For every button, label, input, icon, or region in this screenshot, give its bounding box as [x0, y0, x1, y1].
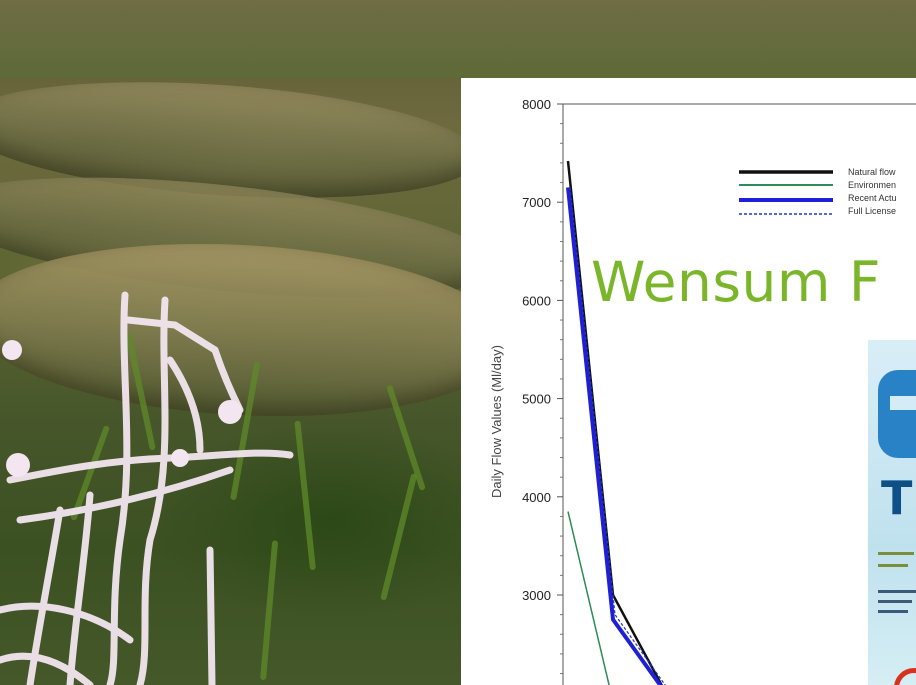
chart-series	[566, 160, 666, 685]
y-tick-label: 6000	[522, 293, 551, 308]
flow-chart-panel: 8000 7000 6000 5000 4000 3000 Daily Flow Valu…	[461, 78, 916, 685]
legend-label-natural-flow: Natural flow	[848, 167, 896, 177]
y-axis-label: Daily Flow Values (Ml/day)	[489, 345, 504, 498]
y-tick-label: 3000	[522, 588, 551, 603]
y-axis-ticks: 8000 7000 6000 5000 4000 3000	[522, 97, 563, 675]
slide-title: Wensum F	[591, 250, 882, 314]
legend-label-recent-actual: Recent Actu	[848, 193, 897, 203]
leaflet-thumbnail: T	[868, 340, 916, 685]
leaflet-logo-shape	[878, 370, 916, 458]
y-tick-label: 8000	[522, 97, 551, 112]
series-line-environmen	[567, 511, 610, 685]
leaflet-text-line	[878, 600, 912, 603]
y-tick-label: 4000	[522, 490, 551, 505]
photo-top-weeds	[0, 0, 916, 78]
y-tick-label: 7000	[522, 195, 551, 210]
legend-label-full-licensed: Full License	[848, 206, 896, 216]
leaflet-text-line	[878, 610, 908, 613]
flow-chart: 8000 7000 6000 5000 4000 3000 Daily Flow Valu…	[489, 97, 916, 685]
leaflet-text-line	[878, 564, 908, 567]
series-line-natural-flow	[566, 160, 663, 685]
legend-label-environmental: Environmen	[848, 180, 896, 190]
leaflet-text-line	[878, 552, 914, 555]
y-tick-label: 5000	[522, 392, 551, 407]
white-rope-netting	[0, 291, 294, 685]
waterweed	[380, 473, 418, 601]
series-line-recent-actu	[566, 187, 663, 685]
leaflet-red-emblem	[894, 668, 916, 685]
leaflet-text-line	[878, 590, 916, 593]
chart-legend: Natural flow Environmen Recent Actu Full…	[739, 167, 897, 216]
leaflet-heading-letter: T	[881, 471, 913, 525]
